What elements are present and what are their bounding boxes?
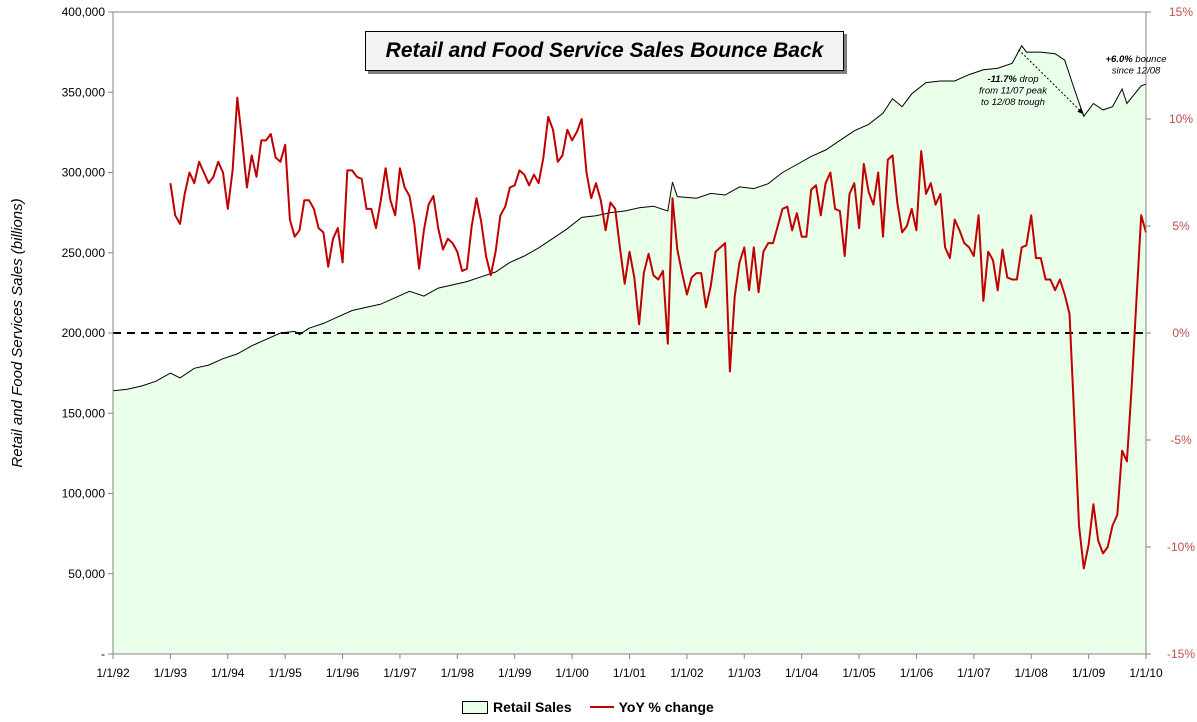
y2-tick-label: -5% [1170, 433, 1192, 447]
y-tick-label: 300,000 [62, 166, 106, 180]
x-tick-label: 1/1/03 [728, 666, 762, 680]
x-tick-label: 1/1/99 [498, 666, 532, 680]
y2-tick-label: -10% [1167, 540, 1195, 554]
x-tick-label: 1/1/96 [326, 666, 360, 680]
x-tick-label: 1/1/93 [154, 666, 188, 680]
drop-arrow-line [1018, 49, 1085, 115]
annotation-bounce-line: since 12/08 [1112, 66, 1161, 77]
legend: Retail Sales YoY % change [462, 699, 714, 715]
x-tick-label: 1/1/05 [842, 666, 876, 680]
annotation-segment: since 12/08 [1112, 66, 1161, 77]
y-tick-label: 400,000 [62, 5, 106, 19]
y-axis-title: Retail and Food Services Sales (billions… [9, 198, 26, 467]
series-retail-sales-edge [112, 44, 1147, 654]
legend-label-retail-sales: Retail Sales [493, 699, 572, 715]
annotation-segment: -11.7% [987, 74, 1017, 85]
y2-tick-label: 5% [1172, 219, 1190, 233]
y-tick-label: 100,000 [62, 487, 106, 501]
y2-tick-label: 10% [1169, 112, 1193, 126]
x-tick-label: 1/1/97 [383, 666, 417, 680]
x-tick-label: 1/1/02 [670, 666, 704, 680]
plot-area [112, 44, 1147, 654]
x-tick-label: 1/1/92 [96, 666, 130, 680]
x-tick-label: 1/1/10 [1129, 666, 1163, 680]
axes: - 50,000 100,000 150,000 200,000 250,000 300,0… [9, 5, 1195, 680]
legend-swatch-line [589, 706, 614, 708]
annotation-drop-line: to 12/08 trough [981, 97, 1045, 108]
y-tick-label: 200,000 [62, 326, 106, 340]
x-tick-label: 1/1/09 [1072, 666, 1106, 680]
legend-swatch-area [462, 700, 488, 714]
y2-tick-label: 0% [1172, 326, 1190, 340]
y-tick-label: 150,000 [62, 406, 106, 420]
annotation-segment: bounce [1133, 54, 1167, 65]
y2-tick-label: -15% [1167, 647, 1195, 661]
x-tick-label: 1/1/04 [785, 666, 819, 680]
y2-tick-label: 15% [1169, 5, 1193, 19]
series-retail-sales-area [113, 45, 1146, 654]
annotation-drop-line: from 11/07 peak [979, 86, 1048, 97]
chart-title-box: Retail and Food Service Sales Bounce Bac… [365, 31, 844, 71]
annotation-bounce-line: +6.0% bounce [1105, 54, 1166, 65]
x-tick-label: 1/1/94 [211, 666, 245, 680]
x-tick-label: 1/1/00 [555, 666, 589, 680]
x-tick-label: 1/1/98 [441, 666, 475, 680]
y-tick-label: 250,000 [62, 246, 106, 260]
x-tick-label: 1/1/07 [957, 666, 991, 680]
legend-label-yoy: YoY % change [618, 699, 714, 715]
annotation-segment: to 12/08 trough [981, 97, 1045, 108]
annotation-drop-line: -11.7% drop [987, 74, 1038, 85]
y-tick-label: 350,000 [62, 85, 106, 99]
chart-title: Retail and Food Service Sales Bounce Bac… [385, 39, 824, 62]
series-yoy-line [169, 96, 1147, 570]
x-tick-label: 1/1/01 [613, 666, 647, 680]
annotation-segment: drop [1017, 74, 1039, 85]
legend-item-yoy: YoY % change [589, 699, 714, 715]
x-tick-label: 1/1/08 [1015, 666, 1049, 680]
y-tick-label: - [101, 647, 105, 661]
annotation-segment: +6.0% [1105, 54, 1133, 65]
legend-item-retail-sales: Retail Sales [462, 699, 572, 715]
x-tick-label: 1/1/06 [900, 666, 934, 680]
x-tick-label: 1/1/95 [268, 666, 302, 680]
y-tick-label: 50,000 [68, 567, 105, 581]
annotation-segment: from 11/07 peak [979, 86, 1048, 97]
drop-arrow-head [1077, 107, 1084, 115]
